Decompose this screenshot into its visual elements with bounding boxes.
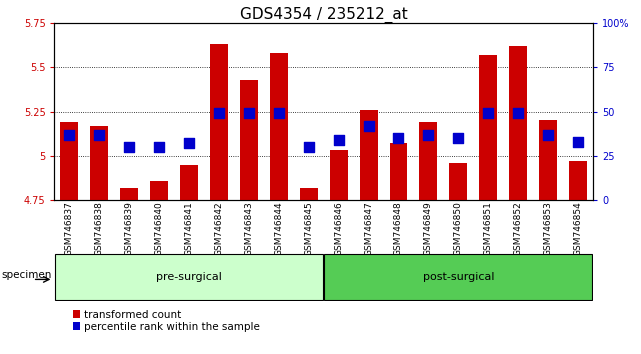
Bar [360, 110, 378, 200]
Bar [324, 254, 592, 300]
Point [543, 132, 553, 137]
Point [304, 144, 314, 150]
Bar [210, 44, 228, 200]
Point [274, 110, 284, 116]
Bar [329, 150, 347, 200]
Bar [479, 55, 497, 200]
Point [244, 110, 254, 116]
Bar [390, 143, 408, 200]
Title: GDS4354 / 235212_at: GDS4354 / 235212_at [240, 7, 408, 23]
Point [333, 137, 344, 143]
Text: post-surgical: post-surgical [422, 272, 494, 282]
Bar [509, 46, 527, 200]
Bar [60, 122, 78, 200]
Point [394, 135, 404, 141]
Bar [90, 126, 108, 200]
Bar [539, 120, 557, 200]
Point [423, 132, 433, 137]
Bar [419, 122, 437, 200]
Bar [569, 161, 587, 200]
Point [184, 141, 194, 146]
Text: specimen: specimen [1, 270, 51, 280]
Legend: transformed count, percentile rank within the sample: transformed count, percentile rank withi… [72, 310, 260, 332]
Point [94, 132, 104, 137]
Point [64, 132, 74, 137]
Point [214, 110, 224, 116]
Point [124, 144, 135, 150]
Point [363, 123, 374, 129]
Point [513, 110, 523, 116]
Bar [150, 181, 168, 200]
Bar [270, 53, 288, 200]
Bar [300, 188, 318, 200]
Bar [121, 188, 138, 200]
Point [573, 139, 583, 144]
Bar [55, 254, 323, 300]
Text: pre-surgical: pre-surgical [156, 272, 222, 282]
Point [483, 110, 494, 116]
Bar [449, 163, 467, 200]
Point [453, 135, 463, 141]
Bar [180, 165, 198, 200]
Bar [240, 80, 258, 200]
Point [154, 144, 164, 150]
